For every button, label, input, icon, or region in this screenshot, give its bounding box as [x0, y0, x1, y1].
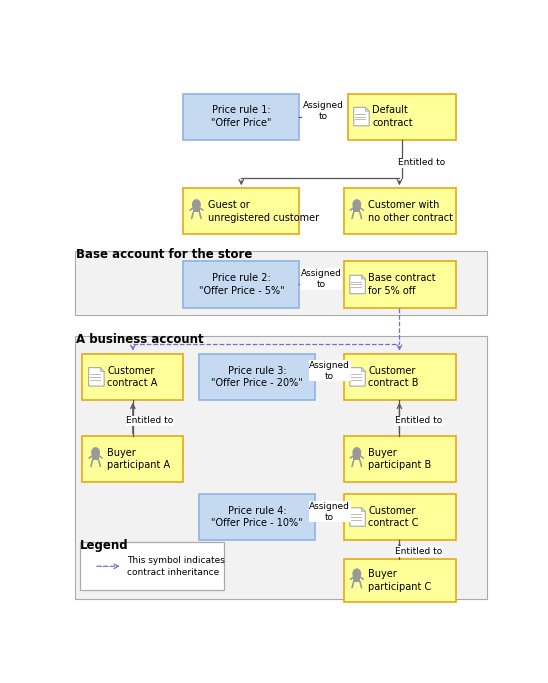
Text: Buyer
participant B: Buyer participant B: [368, 448, 432, 471]
Text: Entitled to: Entitled to: [397, 158, 445, 167]
FancyBboxPatch shape: [75, 251, 487, 316]
FancyBboxPatch shape: [82, 436, 183, 482]
FancyBboxPatch shape: [80, 542, 224, 590]
Polygon shape: [89, 367, 104, 386]
Polygon shape: [350, 507, 366, 526]
Text: Legend: Legend: [80, 540, 129, 553]
Circle shape: [92, 448, 99, 457]
Text: This symbol indicates
contract inheritance: This symbol indicates contract inheritan…: [127, 556, 225, 576]
FancyBboxPatch shape: [344, 354, 456, 400]
Text: Price rule 2:
"Offer Price - 5%": Price rule 2: "Offer Price - 5%": [198, 273, 284, 296]
Text: Assigned
to: Assigned to: [309, 501, 350, 522]
FancyBboxPatch shape: [353, 206, 360, 212]
FancyBboxPatch shape: [92, 454, 99, 460]
Polygon shape: [350, 367, 366, 386]
FancyBboxPatch shape: [344, 262, 456, 307]
FancyBboxPatch shape: [347, 94, 456, 140]
Text: Buyer
participant C: Buyer participant C: [368, 570, 432, 591]
Text: Entitled to: Entitled to: [395, 416, 442, 426]
Circle shape: [353, 448, 361, 457]
FancyBboxPatch shape: [344, 559, 456, 602]
Circle shape: [353, 200, 361, 209]
Text: Assigned
to: Assigned to: [309, 361, 350, 380]
Text: Base account for the store: Base account for the store: [76, 249, 253, 262]
Polygon shape: [350, 275, 366, 294]
Text: Base contract
for 5% off: Base contract for 5% off: [368, 273, 436, 296]
Text: Price rule 3:
"Offer Price - 20%": Price rule 3: "Offer Price - 20%": [211, 365, 302, 388]
Polygon shape: [362, 275, 366, 279]
FancyBboxPatch shape: [183, 262, 299, 307]
Text: Buyer
participant A: Buyer participant A: [107, 448, 170, 471]
Text: Customer
contract A: Customer contract A: [107, 365, 158, 388]
FancyBboxPatch shape: [353, 454, 360, 460]
FancyBboxPatch shape: [344, 189, 456, 234]
FancyBboxPatch shape: [82, 354, 183, 400]
Text: Price rule 4:
"Offer Price - 10%": Price rule 4: "Offer Price - 10%": [211, 506, 302, 528]
FancyBboxPatch shape: [183, 94, 299, 140]
Polygon shape: [362, 507, 366, 512]
Polygon shape: [366, 107, 369, 111]
Text: Entitled to: Entitled to: [395, 547, 442, 556]
Circle shape: [353, 569, 361, 579]
Text: Customer
contract B: Customer contract B: [368, 365, 419, 388]
FancyBboxPatch shape: [193, 206, 200, 212]
Polygon shape: [100, 367, 104, 372]
FancyBboxPatch shape: [344, 436, 456, 482]
FancyBboxPatch shape: [183, 189, 299, 234]
FancyBboxPatch shape: [199, 354, 315, 400]
FancyBboxPatch shape: [75, 336, 487, 600]
FancyBboxPatch shape: [344, 494, 456, 540]
Text: Guest or
unregistered customer: Guest or unregistered customer: [208, 200, 319, 223]
Text: A business account: A business account: [76, 333, 204, 346]
Polygon shape: [353, 107, 369, 126]
Text: Customer with
no other contract: Customer with no other contract: [368, 200, 453, 223]
FancyBboxPatch shape: [199, 494, 315, 540]
Text: Assigned
to: Assigned to: [303, 101, 344, 122]
Text: Entitled to: Entitled to: [126, 416, 174, 426]
FancyBboxPatch shape: [353, 575, 360, 581]
Text: Assigned
to: Assigned to: [301, 269, 341, 289]
Text: Price rule 1:
"Offer Price": Price rule 1: "Offer Price": [211, 105, 272, 128]
Text: Customer
contract C: Customer contract C: [368, 506, 419, 528]
Polygon shape: [362, 367, 366, 372]
Circle shape: [192, 200, 200, 209]
Text: Default
contract: Default contract: [372, 105, 413, 128]
